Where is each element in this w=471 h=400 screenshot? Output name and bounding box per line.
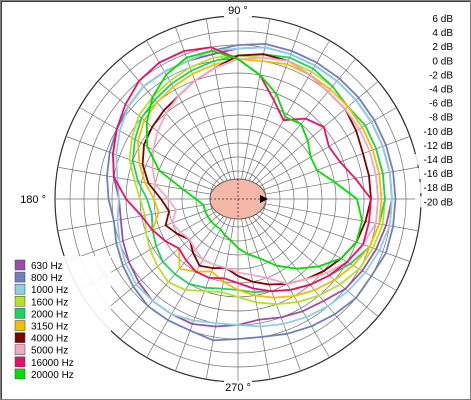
grid-spoke [237,107,396,200]
grid-spoke [146,198,239,357]
legend-swatch [14,259,26,271]
legend-swatch [14,356,26,368]
legend-label: 4000 Hz [31,334,68,345]
legend-label: 2000 Hz [31,309,68,320]
radial-tick-label: -14 dB [424,155,454,166]
grid-spoke [237,167,418,200]
radial-tick-label: -4 dB [429,85,453,96]
legend-swatch [14,308,26,319]
grid-spoke [237,198,330,357]
series-line [115,46,393,328]
angle-label: 180 ° [20,194,46,206]
grid-spoke [237,198,410,262]
series-curves [106,43,397,342]
center-marker [209,178,268,220]
grid-spoke [120,59,239,200]
grid-spoke [237,198,378,317]
grid-spoke [237,59,356,200]
grid-spoke [98,81,239,200]
legend-label: 1600 Hz [31,297,68,308]
tick-label-bg [415,154,455,165]
grid-spoke [237,198,396,291]
legend-label: 3150 Hz [31,322,68,333]
legend-swatch [14,344,26,355]
series-line [106,43,397,342]
tick-label-bg [415,196,455,208]
grid-spoke [175,198,239,371]
series-line [112,46,372,293]
tick-label-bg [415,125,455,137]
tick-label-bg [415,69,455,81]
legend-swatch [14,283,26,295]
legend-swatch [14,320,26,331]
grid-spoke [237,19,270,200]
legend-label: 20000 Hz [31,370,74,381]
angle-labels: 90 ° 180 ° 270 ° [20,4,252,394]
series-line [145,49,364,270]
legend-swatch [14,332,26,343]
radial-tick-label: 4 dB [432,28,453,39]
legend-label: 630 Hz [31,261,63,272]
direction-arrow [260,195,268,203]
tick-label-bg [415,97,455,109]
legend-swatch [14,368,26,380]
grid-spoke [146,41,239,200]
tick-label-bg [415,182,455,194]
angle-label-bg [224,4,252,17]
grid-spoke [98,198,239,317]
radial-tick-label: 2 dB [432,42,453,53]
legend-label: 5000 Hz [31,346,68,357]
grid-spoke [58,198,239,231]
angle-label-bg [20,193,48,206]
grid-spoke [237,27,301,200]
grid-spoke [175,27,239,200]
radial-tick-label: -6 dB [429,99,453,110]
legend-swatch [14,296,26,307]
grid-spoke [80,107,239,200]
radial-tick-label: -10 dB [424,127,454,138]
radial-tick-label: 6 dB [432,14,453,25]
angle-label: 270 ° [225,382,251,394]
radial-tick-label: -8 dB [429,113,453,124]
legend-label: 1000 Hz [31,285,68,296]
radial-tick-label: -16 dB [424,169,454,180]
tick-label-bg [415,55,455,67]
radial-tick-label: -12 dB [424,141,454,152]
grid-spoke [206,19,239,200]
grid-spoke [237,136,410,200]
radial-tick-label: -20 dB [424,197,454,208]
series-line [151,56,379,285]
angle-label-bg [224,381,252,394]
legend-bg [11,256,111,384]
tick-label-bg [415,27,455,39]
radial-tick-label: -18 dB [424,183,454,194]
radial-tick-label: 0 dB [432,56,453,67]
tick-label-bg [415,168,455,180]
tick-label-bg [415,13,455,24]
series-line [128,54,386,306]
legend-label: 800 Hz [31,273,63,284]
tick-label-bg [415,83,455,95]
tick-label-bg [415,41,455,53]
legend-label: 16000 Hz [31,358,74,369]
grid-spoke [237,198,418,231]
angle-label: 90 ° [228,5,248,17]
legend-swatch [14,271,26,283]
tick-label-bg [415,139,455,151]
radial-tick-labels: 6 dB 4 dB 2 dB 0 dB -2 dB -4 dB -6 dB -8 dB -10 … [415,13,455,208]
tick-label-bg [415,111,455,123]
radial-tick-label: -2 dB [429,70,453,81]
